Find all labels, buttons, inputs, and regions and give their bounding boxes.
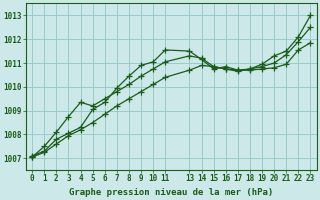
X-axis label: Graphe pression niveau de la mer (hPa): Graphe pression niveau de la mer (hPa) — [69, 188, 274, 197]
